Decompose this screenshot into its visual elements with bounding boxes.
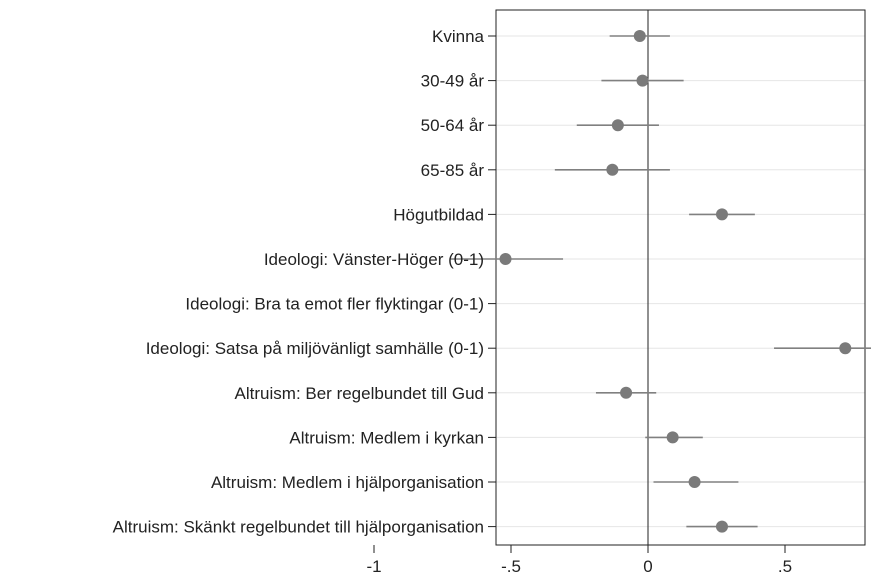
category-label: Ideologi: Satsa på miljövänligt samhälle… xyxy=(146,339,484,358)
category-label: Högutbildad xyxy=(393,205,484,224)
category-label: Altruism: Skänkt regelbundet till hjälpo… xyxy=(113,518,484,537)
estimate-point xyxy=(666,431,679,444)
x-axis-ticks: -1-.50.511.5 xyxy=(366,545,792,576)
x-tick-label: -.5 xyxy=(501,557,521,576)
estimate-points xyxy=(499,30,852,533)
estimate-point xyxy=(499,253,512,265)
x-tick-label: .5 xyxy=(778,557,792,576)
x-tick-label: 0 xyxy=(643,557,652,576)
estimate-point xyxy=(611,119,624,132)
estimate-point xyxy=(636,74,649,87)
category-label: 50-64 år xyxy=(421,116,485,135)
axes xyxy=(488,9,866,546)
category-label: 65-85 år xyxy=(421,161,485,180)
estimate-point xyxy=(715,520,728,533)
category-labels: Kvinna 30-49 år 50-64 år 65-85 år Högutbilda… xyxy=(113,27,485,537)
plot-frame xyxy=(495,9,866,546)
estimate-point xyxy=(620,386,633,399)
grid-lines xyxy=(496,35,865,528)
x-tick-label: -1 xyxy=(366,557,381,576)
category-label: Altruism: Ber regelbundet till Gud xyxy=(235,384,484,403)
category-label: Altruism: Medlem i kyrkan xyxy=(289,428,484,447)
category-label: Kvinna xyxy=(432,27,485,46)
estimate-point xyxy=(688,476,701,488)
category-label: Altruism: Medlem i hjälporganisation xyxy=(211,473,484,492)
estimate-point xyxy=(633,30,646,42)
category-label: 30-49 år xyxy=(421,72,485,91)
confidence-intervals xyxy=(450,35,871,528)
category-label: Ideologi: Vänster-Höger (0-1) xyxy=(264,250,484,269)
category-label: Ideologi: Bra ta emot fler flyktingar (0… xyxy=(185,295,484,314)
estimate-point xyxy=(715,208,728,221)
estimate-point xyxy=(606,163,619,176)
estimate-point xyxy=(839,342,852,355)
